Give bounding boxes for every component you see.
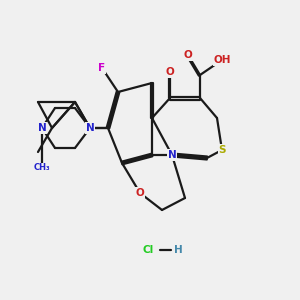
Text: O: O — [184, 50, 192, 60]
Text: OH: OH — [213, 55, 231, 65]
Text: O: O — [166, 67, 174, 77]
Text: S: S — [218, 145, 226, 155]
Text: H: H — [174, 245, 182, 255]
Text: F: F — [98, 63, 106, 73]
Text: Cl: Cl — [142, 245, 154, 255]
Text: N: N — [38, 123, 46, 133]
Text: O: O — [136, 188, 144, 198]
Text: CH₃: CH₃ — [34, 164, 50, 172]
Text: N: N — [85, 123, 94, 133]
Text: N: N — [168, 150, 176, 160]
